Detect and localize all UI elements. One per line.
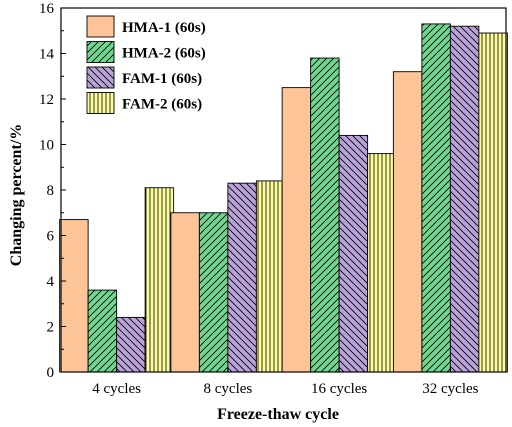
bar-hatch-hma-2-60s-1 [88, 290, 117, 372]
bar-hatch-fam-2-60s-1 [145, 187, 174, 372]
x-tick-label-4: 32 cycles [422, 381, 478, 397]
y-tick-label-6: 6 [47, 229, 55, 245]
bar-hatch-fam-1-60s-4 [450, 26, 479, 372]
legend-swatch-outline-fam-2-60s [86, 92, 115, 114]
bar-hatch-hma-2-60s-4 [421, 23, 451, 373]
x-tick-label-3: 16 cycles [311, 381, 367, 397]
y-tick-label-0: 0 [47, 365, 55, 381]
legend-swatch-hatch-fam-1-60s [87, 67, 114, 88]
y-axis-title: Changing percent/% [8, 124, 25, 266]
legend-label-hma-2-60s: HMA-2 (60s) [122, 46, 206, 62]
x-tick-label-2: 8 cycles [204, 381, 253, 397]
legend-swatch-outline-hma-2-60s [86, 41, 115, 63]
legend-swatch-outline-hma-1-60s [86, 15, 115, 38]
y-tick-label-2: 2 [47, 320, 55, 336]
legend-swatch-hatch-fam-2-60s [87, 92, 114, 114]
bars-group [59, 23, 508, 373]
x-axis-title: Freeze-thaw cycle [217, 406, 339, 423]
y-tick-label-12: 12 [39, 92, 54, 108]
y-tick-label-10: 10 [39, 138, 54, 154]
bar-hma-1-60s-1 [59, 219, 89, 372]
bar-hatch-fam-1-60s-3 [339, 135, 368, 372]
bar-hatch-fam-2-60s-4 [478, 33, 508, 373]
legend-swatch-hma-1-60s [87, 16, 114, 37]
axes-group: 0 2 4 6 8 10 12 14 16 4 cycles 8 cycles 16 cycles 32… [39, 1, 507, 397]
legend-swatch-hatch-hma-2-60s [87, 41, 114, 63]
bar-hma-1-60s-3 [282, 87, 311, 372]
bar-hatch-fam-2-60s-3 [367, 153, 397, 372]
legend-swatch-outline-fam-1-60s [86, 66, 115, 89]
bar-hatch-fam-2-60s-2 [256, 180, 285, 372]
x-tick-label-1: 4 cycles [92, 381, 141, 397]
legend-label-fam-2-60s: FAM-2 (60s) [122, 97, 202, 113]
bar-hatch-hma-2-60s-3 [310, 58, 340, 373]
bar-hatch-fam-1-60s-2 [227, 183, 257, 372]
y-tick-label-8: 8 [47, 183, 55, 199]
legend-label-fam-1-60s: FAM-1 (60s) [122, 71, 202, 87]
legend: HMA-1 (60s) HMA-2 (60s) FAM-1 (60s) FAM-2 (… [86, 15, 206, 114]
y-tick-label-14: 14 [39, 47, 55, 63]
bar-hatch-hma-2-60s-2 [199, 212, 228, 372]
bar-hatch-fam-1-60s-1 [116, 317, 146, 372]
bar-hma-1-60s-2 [170, 212, 200, 372]
y-tick-label-4: 4 [47, 274, 55, 290]
legend-label-hma-1-60s: HMA-1 (60s) [122, 20, 206, 36]
bar-hma-1-60s-4 [393, 71, 422, 372]
y-tick-label-16: 16 [39, 1, 55, 17]
